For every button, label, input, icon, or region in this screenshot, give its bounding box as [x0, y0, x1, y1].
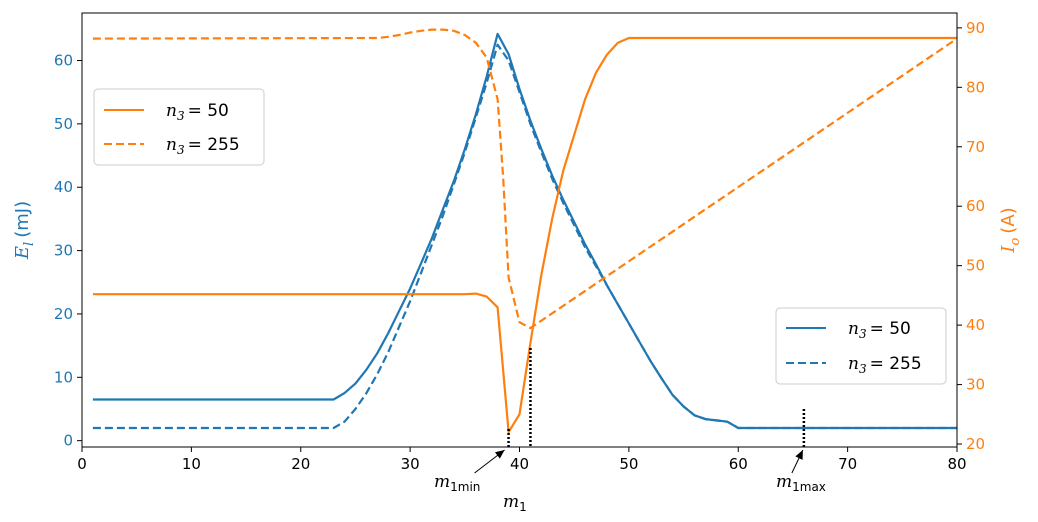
annotation-m1min-arrowhead	[494, 450, 505, 459]
legend-orange-label-dashed: n3 = 255	[166, 135, 240, 157]
y-right-tick-label: 20	[966, 435, 985, 453]
legend-orange: n3 = 50 n3 = 255	[93, 88, 265, 166]
legend-blue-label-dashed: n3 = 255	[848, 354, 922, 376]
series-right-solid-line	[92, 36, 957, 434]
x-tick-label: 0	[77, 455, 87, 473]
series-layer	[92, 28, 958, 434]
legend-orange-label-solid: n3 = 50	[166, 101, 229, 123]
y-right-tick-label: 90	[966, 19, 985, 37]
x-tick-label: 60	[729, 455, 748, 473]
y-right-tick-label: 50	[966, 257, 985, 275]
legend-orange-box	[93, 88, 265, 166]
y-left-tick-label: 0	[63, 432, 73, 450]
y-right-tick-label: 80	[966, 78, 985, 96]
x-tick-label: 50	[619, 455, 638, 473]
y-left-tick-label: 60	[54, 52, 73, 70]
x-tick-label: 70	[838, 455, 857, 473]
y-left-tick-label: 50	[54, 115, 73, 133]
legend-blue: n3 = 50 n3 = 255	[775, 307, 947, 385]
x-tick-label: 40	[510, 455, 529, 473]
x-tick-label: 10	[182, 455, 201, 473]
annotations: m1min m1 m1max	[434, 348, 826, 514]
y-right-tick-label: 40	[966, 316, 985, 334]
series-left-dashed-line	[92, 43, 957, 430]
y-right-label: Io(A)	[998, 207, 1023, 253]
y-left-tick-label: 30	[54, 242, 73, 260]
y-left-label: El(mJ)	[12, 201, 37, 260]
annotation-m1max-label: m1max	[776, 472, 826, 494]
y-left-tick-label: 20	[54, 305, 73, 323]
y-left-tick-label: 10	[54, 368, 73, 386]
y-right-tick-label: 60	[966, 197, 985, 215]
series-right-dashed-line	[92, 28, 958, 330]
annotation-m1min-label: m1min	[434, 472, 480, 494]
y-right-tick-label: 30	[966, 376, 985, 394]
legend-blue-label-solid: n3 = 50	[848, 319, 911, 341]
annotation-m1max-arrowhead	[795, 450, 803, 460]
x-tick-label: 80	[947, 455, 966, 473]
x-tick-label: 20	[291, 455, 310, 473]
y-right-tick-label: 70	[966, 138, 985, 156]
ticks-layer: 0 10 20 30 40 50 60 70 80 0 10 20 30 40 50 60 20 30 40 50 60…	[54, 19, 985, 473]
x-tick-label: 30	[401, 455, 420, 473]
y-left-tick-label: 40	[54, 178, 73, 196]
annotation-m1-label: m1	[503, 492, 527, 514]
